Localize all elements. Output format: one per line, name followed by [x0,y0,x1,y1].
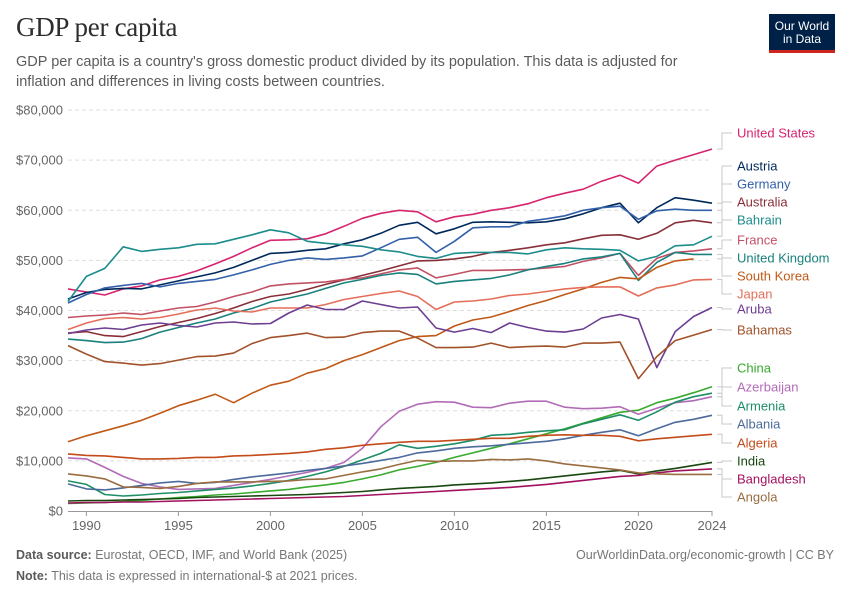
series-line-united-kingdom[interactable] [67,251,712,344]
series-label-bangladesh[interactable]: Bangladesh [737,472,806,487]
series-label-austria[interactable]: Austria [737,159,778,174]
y-tick-label: $40,000 [16,303,63,318]
x-tick-label: 2015 [532,518,561,533]
y-tick-label: $30,000 [16,353,63,368]
label-connector [717,201,732,224]
series-label-united-kingdom[interactable]: United Kingdom [737,251,830,266]
series-label-france[interactable]: France [737,233,777,248]
logo-line-1: Our World [774,19,830,33]
label-connector [717,165,732,204]
owid-logo[interactable]: Our World in Data [769,14,835,53]
series-label-azerbaijan[interactable]: Azerbaijan [737,380,798,395]
label-connector [717,239,732,250]
series-line-india[interactable] [67,461,713,502]
series-label-armenia[interactable]: Armenia [737,399,786,414]
chart-subtitle: GDP per capita is a country's gross dome… [16,54,678,90]
label-connector [717,392,732,407]
label-connector [717,386,732,398]
x-tick-label: 2005 [348,518,377,533]
series-label-germany[interactable]: Germany [737,177,791,192]
x-tick-label: 2010 [440,518,469,533]
label-connector [717,132,732,150]
y-tick-label: $70,000 [16,153,63,168]
data-source-label: Data source: [16,548,92,562]
data-source-text[interactable]: Eurostat, OECD, IMF, and World Bank (202… [95,548,348,562]
series-line-algeria[interactable] [67,433,713,460]
series-line-australia[interactable] [67,219,713,338]
series-line-armenia[interactable] [67,392,713,497]
x-axis: 1990 1995 2000 2005 2010 2015 2020 2024 [68,511,726,533]
series-label-australia[interactable]: Australia [737,195,788,210]
label-connector [717,183,732,211]
series-label-south-korea[interactable]: South Korea [737,269,810,284]
label-connector [717,433,732,444]
y-tick-label: $60,000 [16,203,63,218]
label-connector [717,460,732,463]
series-label-albania[interactable]: Albania [737,417,781,432]
chart-note: Note: This data is expressed in internat… [16,569,358,583]
data-source: Data source: Eurostat, OECD, IMF, and Wo… [16,548,347,562]
x-tick-label: 2024 [698,518,727,533]
y-tick-label: $10,000 [16,453,63,468]
series-lines [67,148,713,505]
series-label-bahrain[interactable]: Bahrain [737,213,782,228]
line-chart: $0 $10,000 $20,000 $30,000 $40,000 $50,000 $60… [16,103,830,534]
series-line-albania[interactable] [67,414,713,491]
x-tick-label: 2020 [624,518,653,533]
chart-title: GDP per capita [16,12,178,42]
y-axis: $0 $10,000 $20,000 $30,000 $40,000 $50,000 $60… [16,103,63,519]
series-line-united-states[interactable] [67,148,713,296]
series-line-bangladesh[interactable] [67,468,713,504]
x-tick-label: 2000 [256,518,285,533]
series-line-japan[interactable] [67,278,713,331]
y-tick-label: $0 [49,504,63,519]
series-line-germany[interactable] [67,205,712,304]
note-text: This data is expressed in international-… [51,569,358,583]
series-line-china[interactable] [67,385,713,505]
label-connector [717,258,732,277]
y-tick-label: $50,000 [16,253,63,268]
series-label-angola[interactable]: Angola [737,490,778,505]
series-label-china[interactable]: China [737,361,772,376]
label-connector [717,307,732,310]
note-label: Note: [16,569,48,583]
series-label-aruba[interactable]: Aruba [737,302,772,317]
series-labels: United States Austria Germany Australia Bahr… [737,126,830,505]
series-label-japan[interactable]: Japan [737,287,772,302]
series-label-algeria[interactable]: Algeria [737,436,778,451]
series-label-united-states[interactable]: United States [737,126,816,141]
logo-line-2: in Data [782,32,822,46]
y-tick-label: $80,000 [16,103,63,118]
label-connector [717,219,732,237]
grid-lines [68,109,712,462]
series-line-aruba[interactable] [67,300,713,369]
series-line-angola[interactable] [67,458,712,490]
series-line-france[interactable] [67,248,713,319]
series-line-azerbaijan[interactable] [67,395,713,491]
label-connector [717,329,732,331]
label-connectors [717,132,732,498]
label-connector [717,278,732,295]
x-tick-label: 1990 [72,518,101,533]
series-line-bahrain[interactable] [67,229,713,302]
source-link[interactable]: OurWorldinData.org/economic-growth | CC … [576,548,834,562]
series-label-bahamas[interactable]: Bahamas [737,323,792,338]
label-connector [717,414,732,425]
label-connector [717,473,732,498]
y-tick-label: $20,000 [16,403,63,418]
label-connector [717,253,732,259]
series-line-bahamas[interactable] [67,328,713,380]
label-connector [717,367,732,388]
x-tick-label: 1995 [164,518,193,533]
series-label-india[interactable]: India [737,454,766,469]
